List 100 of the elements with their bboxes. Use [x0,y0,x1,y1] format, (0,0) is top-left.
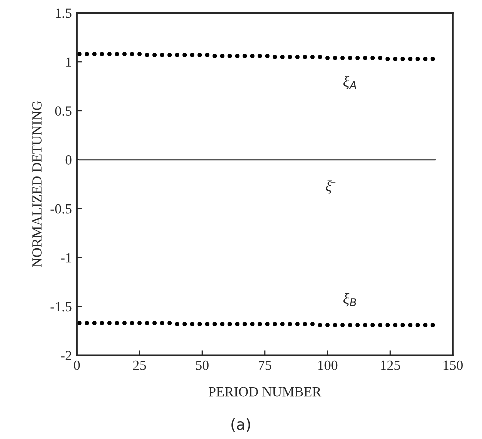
point [182,322,188,326]
point [318,323,322,328]
point [272,322,278,326]
point [423,56,428,62]
point [303,322,308,326]
point [363,56,368,60]
point [190,322,195,326]
point [326,323,330,328]
point [333,323,338,328]
point [77,321,82,326]
point [84,321,90,326]
point [340,56,345,60]
y-tick-label: -1.5 [50,302,72,312]
point [108,321,112,326]
point [408,323,413,328]
point [130,321,134,326]
point [250,322,255,326]
x-tick-label: 50 [196,360,209,370]
point [348,56,353,60]
point [160,321,165,326]
point [92,321,97,326]
x-tick-label: 0 [74,360,80,370]
series-label: ξ̄ [326,180,336,194]
point [393,323,398,328]
point [295,322,300,326]
point [242,54,248,58]
point [378,56,383,60]
point [378,323,383,328]
point [205,322,210,326]
point [212,322,218,326]
point [340,323,345,328]
point [416,56,420,62]
y-tick-label: -0.5 [50,204,72,214]
point [356,323,360,328]
point [430,323,436,328]
point [77,52,82,56]
x-tick-label: 100 [318,360,338,370]
point [326,56,330,60]
x-tick-label: 75 [259,360,272,370]
point [228,322,232,326]
point [363,323,368,328]
point [138,321,142,326]
point [318,55,322,60]
point [198,322,202,326]
point [250,54,255,58]
point [152,321,158,326]
y-tick-label: 1 [66,58,72,67]
point [348,323,353,328]
point [393,56,398,62]
point [280,322,285,326]
point [198,53,202,58]
point [295,55,300,60]
point [423,323,428,328]
point [386,323,390,328]
point [242,322,248,326]
point [100,321,104,326]
point [220,54,225,58]
x-tick-label: 125 [381,360,400,370]
point [115,321,120,326]
y-tick-label: 1.5 [56,8,72,18]
y-axis-title: NORMALIZED DETUNING [32,101,42,268]
point [205,53,210,58]
point [84,52,90,56]
y-tick-label: 0.5 [55,106,72,116]
point [138,52,142,56]
point [370,56,376,60]
text: (a) [232,418,250,432]
y-tick-label: -2 [61,351,72,360]
series-label: ξ$_{B}$ [344,293,356,307]
point [122,321,127,326]
point [370,323,376,328]
point [272,55,278,60]
point [416,323,420,328]
point [288,55,292,60]
point [235,54,240,58]
point [182,53,188,58]
point [356,56,360,60]
point [122,52,127,56]
point [108,52,112,56]
point [258,322,262,326]
point [228,54,232,58]
point [265,54,270,58]
point [303,55,308,60]
point [408,56,413,62]
point [288,322,292,326]
point [168,321,172,326]
point [152,53,158,58]
point [168,53,172,58]
point [310,55,315,60]
point [258,54,262,58]
point [310,322,315,326]
x-tick-label: 150 [444,360,463,370]
point [220,322,225,326]
point [115,52,120,56]
x-tick-label: 25 [133,360,146,370]
point [130,52,134,56]
point [160,53,165,58]
point [430,56,436,62]
point [145,53,150,58]
point [333,56,338,60]
